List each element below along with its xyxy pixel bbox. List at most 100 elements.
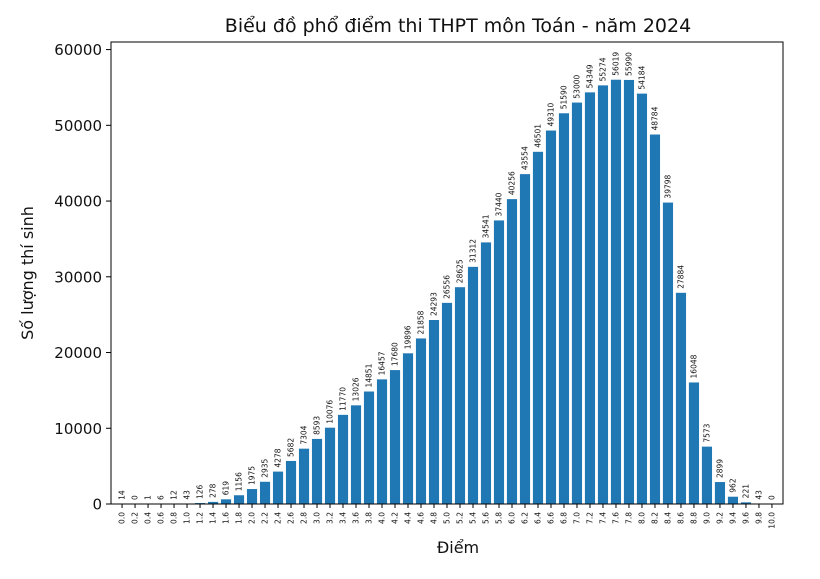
- data-label-9.6: 221: [742, 484, 751, 499]
- data-label-8.8: 16048: [690, 354, 699, 378]
- bar-2.8: [299, 449, 309, 504]
- data-label-1.8: 1156: [235, 472, 244, 491]
- data-label-7.6: 56019: [612, 52, 621, 76]
- x-tick-label: 6.0: [508, 512, 517, 524]
- bar-2.4: [273, 472, 283, 504]
- bar-8.8: [689, 382, 699, 504]
- bar-1.6: [221, 499, 231, 504]
- x-tick-label: 6.4: [534, 512, 543, 524]
- bar-7.8: [624, 80, 634, 504]
- data-label-1.0: 43: [183, 490, 192, 500]
- x-tick-label: 0.4: [144, 512, 153, 524]
- x-tick-label: 8.8: [690, 512, 699, 524]
- data-label-0.0: 14: [118, 490, 127, 500]
- data-label-4.6: 21858: [417, 310, 426, 334]
- data-label-1.6: 619: [222, 481, 231, 496]
- bar-8.2: [650, 135, 660, 504]
- x-tick-label: 6.6: [547, 512, 556, 524]
- x-tick-label: 10.0: [768, 512, 777, 529]
- bar-6.4: [533, 152, 543, 504]
- data-label-2.6: 5682: [287, 438, 296, 457]
- data-label-4.2: 17680: [391, 342, 400, 366]
- bar-3.4: [338, 415, 348, 504]
- bar-4.8: [429, 320, 439, 504]
- x-tick-label: 5.6: [482, 512, 491, 524]
- x-tick-label: 2.2: [261, 512, 270, 524]
- data-label-3.8: 14851: [365, 363, 374, 387]
- data-label-6.8: 51590: [560, 85, 569, 109]
- x-tick-label: 8.6: [677, 512, 686, 524]
- x-tick-label: 7.0: [573, 512, 582, 524]
- data-label-7.8: 55990: [625, 52, 634, 76]
- data-label-3.2: 10076: [326, 400, 335, 424]
- bar-6.6: [546, 131, 556, 504]
- data-label-6.6: 49310: [547, 102, 556, 126]
- bar-4.6: [416, 338, 426, 504]
- y-tick-label: 40000: [54, 193, 102, 211]
- data-label-7.0: 53000: [573, 75, 582, 99]
- bar-1.8: [234, 495, 244, 504]
- data-label-3.4: 11770: [339, 387, 348, 411]
- bar-6.2: [520, 174, 530, 504]
- bar-7.0: [572, 103, 582, 504]
- bars-group: [117, 80, 764, 504]
- x-tick-label: 2.6: [287, 512, 296, 524]
- data-label-0.2: 0: [131, 495, 140, 500]
- x-tick-label: 5.0: [443, 512, 452, 524]
- x-tick-label: 7.2: [586, 512, 595, 524]
- x-axis-label: Điểm: [437, 538, 479, 557]
- data-label-8.2: 48784: [651, 106, 660, 130]
- chart-title: Biểu đồ phổ điểm thi THPT môn Toán - năm…: [225, 15, 691, 37]
- bar-8.6: [676, 293, 686, 504]
- x-tick-label: 1.6: [222, 512, 231, 524]
- bar-8.0: [637, 94, 647, 504]
- data-label-10.0: 0: [768, 495, 777, 500]
- y-tick-label: 20000: [54, 344, 102, 362]
- bar-5.8: [494, 220, 504, 504]
- bar-5.0: [442, 303, 452, 504]
- data-label-0.8: 12: [170, 490, 179, 500]
- bar-3.2: [325, 428, 335, 504]
- y-axis-label: Số lượng thí sinh: [18, 206, 37, 340]
- y-tick-label: 30000: [54, 268, 102, 286]
- bar-8.4: [663, 203, 673, 504]
- x-tick-label: 2.0: [248, 512, 257, 524]
- bar-9.2: [715, 482, 725, 504]
- x-tick-label: 3.8: [365, 512, 374, 524]
- bar-2.0: [247, 489, 257, 504]
- bar-9.4: [728, 497, 738, 504]
- data-label-7.2: 54349: [586, 64, 595, 88]
- bar-5.2: [455, 287, 465, 504]
- y-tick-label: 50000: [54, 117, 102, 135]
- bar-7.2: [585, 92, 595, 504]
- data-label-2.0: 1975: [248, 466, 257, 485]
- x-tick-label: 5.4: [469, 512, 478, 524]
- y-tick-label: 60000: [54, 41, 102, 59]
- x-tick-label: 9.0: [703, 512, 712, 524]
- data-label-8.6: 27884: [677, 265, 686, 289]
- x-tick-label: 4.6: [417, 512, 426, 524]
- data-label-2.4: 4278: [274, 448, 283, 467]
- bar-4.0: [377, 379, 387, 504]
- data-label-6.4: 46501: [534, 124, 543, 148]
- x-tick-label: 0.8: [170, 512, 179, 524]
- y-tick-label: 10000: [54, 420, 102, 438]
- x-tick-label: 2.8: [300, 512, 309, 524]
- data-label-5.4: 31312: [469, 239, 478, 263]
- data-label-4.8: 24293: [430, 292, 439, 316]
- x-tick-label: 1.0: [183, 512, 192, 524]
- x-tick-label: 8.4: [664, 512, 673, 524]
- bar-3.0: [312, 439, 322, 504]
- data-label-1.2: 126: [196, 485, 205, 500]
- x-tick-label: 4.2: [391, 512, 400, 524]
- x-tick-label: 7.6: [612, 512, 621, 524]
- data-label-3.0: 8593: [313, 416, 322, 435]
- bar-3.8: [364, 392, 374, 504]
- data-label-2.2: 2935: [261, 458, 270, 477]
- bar-2.2: [260, 482, 270, 504]
- x-tick-label: 5.2: [456, 512, 465, 524]
- x-tick-label: 0.0: [118, 512, 127, 524]
